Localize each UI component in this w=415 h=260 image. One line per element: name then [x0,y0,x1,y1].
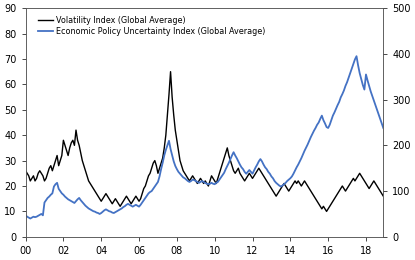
Economic Policy Uncertainty Index (Global Average) [381,126,386,129]
Economic Policy Uncertainty Index (Global Average) [291,172,296,175]
Line: Economic Policy Uncertainty Index (Global Average): Economic Policy Uncertainty Index (Globa… [26,56,383,218]
Volatility Index (Global Average) [307,187,312,190]
Volatility Index (Global Average) [332,197,337,200]
Line: Volatility Index (Global Average): Volatility Index (Global Average) [26,72,383,211]
Economic Policy Uncertainty Index (Global Average) [116,209,121,212]
Volatility Index (Global Average) [381,194,386,198]
Economic Policy Uncertainty Index (Global Average) [28,217,33,220]
Economic Policy Uncertainty Index (Global Average) [330,114,335,117]
Legend: Volatility Index (Global Average), Economic Policy Uncertainty Index (Global Ave: Volatility Index (Global Average), Econo… [37,15,267,38]
Economic Policy Uncertainty Index (Global Average) [23,214,28,217]
Economic Policy Uncertainty Index (Global Average) [256,160,261,163]
Volatility Index (Global Average) [23,169,28,172]
Volatility Index (Global Average) [324,210,329,213]
Economic Policy Uncertainty Index (Global Average) [354,55,359,58]
Volatility Index (Global Average) [291,182,296,185]
Economic Policy Uncertainty Index (Global Average) [307,139,312,142]
Volatility Index (Global Average) [256,167,261,170]
Volatility Index (Global Average) [115,200,120,203]
Volatility Index (Global Average) [113,197,118,200]
Volatility Index (Global Average) [168,70,173,73]
Economic Policy Uncertainty Index (Global Average) [115,210,120,213]
